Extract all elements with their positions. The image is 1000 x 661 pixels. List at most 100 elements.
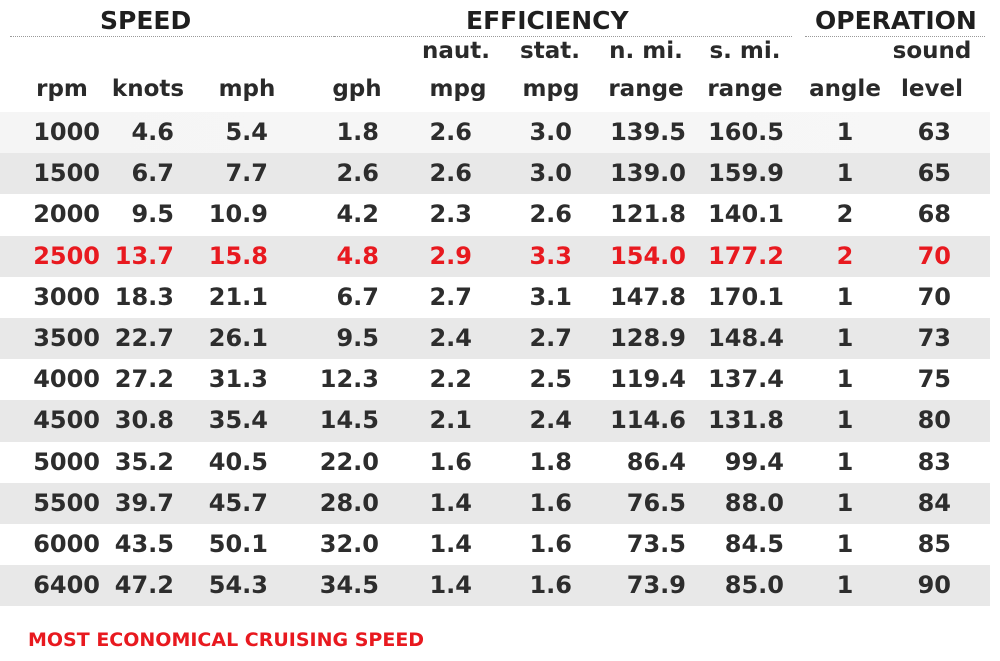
cell-sound-level: 70 — [917, 241, 951, 270]
cell-rpm: 3000 — [33, 282, 100, 311]
cell-angle: 1 — [836, 323, 854, 352]
cell-n-mi-range: 139.5 — [610, 118, 686, 146]
cell-naut-mpg: 1.6 — [429, 447, 472, 476]
cell-stat-mpg: 3.3 — [529, 241, 572, 270]
cell-n-mi-range: 139.0 — [610, 159, 686, 188]
cell-naut-mpg: 1.4 — [429, 529, 472, 558]
table-row: 3500 22.7 26.1 9.5 2.4 2.7 128.9 148.4 1 73 — [0, 317, 990, 360]
cell-rpm: 4500 — [33, 406, 100, 435]
efficiency-divider — [334, 36, 792, 37]
cell-mph: 45.7 — [208, 488, 268, 517]
cell-n-mi-range: 86.4 — [626, 447, 686, 476]
cell-naut-mpg: 2.7 — [429, 282, 472, 311]
cell-mph: 21.1 — [208, 282, 268, 311]
cell-sound-level: 65 — [917, 159, 951, 188]
cell-gph: 22.0 — [319, 447, 379, 476]
table-row: 2000 9.5 10.9 4.2 2.3 2.6 121.8 140.1 2 68 — [0, 194, 990, 235]
table-row: 4000 27.2 31.3 12.3 2.2 2.5 119.4 137.4 1 75 — [0, 359, 990, 400]
table-row: 4500 30.8 35.4 14.5 2.1 2.4 114.6 131.8 1 80 — [0, 400, 990, 442]
cell-s-mi-range: 88.0 — [724, 488, 784, 517]
cell-angle: 1 — [836, 282, 854, 311]
cell-gph: 9.5 — [336, 323, 379, 352]
cell-gph: 14.5 — [319, 406, 379, 435]
cell-s-mi-range: 99.4 — [724, 447, 784, 476]
cell-stat-mpg: 1.6 — [529, 571, 572, 600]
cell-knots: 35.2 — [114, 447, 174, 476]
cell-knots: 39.7 — [114, 488, 174, 517]
cell-n-mi-range: 119.4 — [610, 365, 686, 394]
table-row: 1000 4.6 5.4 1.8 2.6 3.0 139.5 160.5 1 63 — [0, 112, 990, 154]
cell-n-mi-range: 121.8 — [610, 200, 686, 229]
table-row: 2500 13.7 15.8 4.8 2.9 3.3 154.0 177.2 2 70 — [0, 235, 990, 277]
col-head-knots: knots — [111, 76, 185, 102]
cell-sound-level: 85 — [917, 529, 951, 558]
cell-knots: 30.8 — [114, 406, 174, 435]
col-head-rpm: rpm — [36, 76, 88, 102]
cell-knots: 43.5 — [114, 529, 174, 558]
col-head-mph: mph — [218, 76, 276, 102]
cell-rpm: 2500 — [33, 241, 100, 270]
cell-angle: 1 — [836, 118, 854, 146]
cell-angle: 1 — [836, 406, 854, 435]
cell-gph: 28.0 — [319, 488, 379, 517]
cell-knots: 13.7 — [114, 241, 174, 270]
cell-mph: 54.3 — [208, 571, 268, 600]
cell-s-mi-range: 85.0 — [724, 571, 784, 600]
group-header-efficiency: EFFICIENCY — [466, 6, 629, 35]
cell-stat-mpg: 3.0 — [529, 159, 572, 188]
cell-rpm: 5000 — [33, 447, 100, 476]
cell-naut-mpg: 2.1 — [429, 406, 472, 435]
cell-naut-mpg: 2.6 — [429, 118, 472, 146]
cell-angle: 2 — [836, 241, 854, 270]
col-head-nmi-top: n. mi. — [609, 38, 683, 64]
table-row: 3000 18.3 21.1 6.7 2.7 3.1 147.8 170.1 1 70 — [0, 277, 990, 318]
cell-n-mi-range: 73.9 — [626, 571, 686, 600]
cell-knots: 4.6 — [131, 118, 174, 146]
cell-sound-level: 80 — [917, 406, 951, 435]
col-head-stat-mpg: mpg — [522, 76, 580, 102]
cell-gph: 4.2 — [336, 200, 379, 229]
cell-rpm: 4000 — [33, 365, 100, 394]
cell-stat-mpg: 1.6 — [529, 529, 572, 558]
table-row: 6000 43.5 50.1 32.0 1.4 1.6 73.5 84.5 1 85 — [0, 524, 990, 565]
cell-mph: 35.4 — [208, 406, 268, 435]
cell-sound-level: 73 — [917, 323, 951, 352]
legend-economical-speed: MOST ECONOMICAL CRUISING SPEED — [28, 629, 425, 651]
cell-knots: 22.7 — [114, 323, 174, 352]
cell-s-mi-range: 148.4 — [708, 323, 784, 352]
cell-stat-mpg: 2.4 — [529, 406, 572, 435]
cell-sound-level: 63 — [917, 118, 951, 146]
col-head-angle: angle — [809, 76, 881, 102]
col-head-stat-top: stat. — [520, 38, 580, 64]
col-head-naut-top: naut. — [421, 38, 491, 64]
cell-knots: 9.5 — [131, 200, 174, 229]
cell-stat-mpg: 3.1 — [529, 282, 572, 311]
cell-angle: 1 — [836, 488, 854, 517]
cell-angle: 1 — [836, 571, 854, 600]
cell-s-mi-range: 159.9 — [708, 159, 784, 188]
col-head-smi-range: range — [707, 76, 783, 102]
cell-knots: 27.2 — [114, 365, 174, 394]
cell-rpm: 1500 — [33, 159, 100, 188]
cell-s-mi-range: 177.2 — [708, 241, 784, 270]
cell-rpm: 2000 — [33, 200, 100, 229]
cell-gph: 34.5 — [319, 571, 379, 600]
cell-sound-level: 70 — [917, 282, 951, 311]
cell-mph: 5.4 — [225, 118, 268, 146]
cell-naut-mpg: 2.9 — [429, 241, 472, 270]
cell-knots: 47.2 — [114, 571, 174, 600]
cell-n-mi-range: 114.6 — [610, 406, 686, 435]
cell-angle: 1 — [836, 447, 854, 476]
cell-stat-mpg: 1.8 — [529, 447, 572, 476]
performance-table: 1000 4.6 5.4 1.8 2.6 3.0 139.5 160.5 1 63 1500 6.7 7… — [0, 112, 990, 607]
cell-knots: 18.3 — [114, 282, 174, 311]
cell-n-mi-range: 76.5 — [626, 488, 686, 517]
cell-naut-mpg: 1.4 — [429, 488, 472, 517]
cell-gph: 32.0 — [319, 529, 379, 558]
table-row: 6400 47.2 54.3 34.5 1.4 1.6 73.9 85.0 1 90 — [0, 565, 990, 607]
table-row: 5000 35.2 40.5 22.0 1.6 1.8 86.4 99.4 1 83 — [0, 442, 990, 483]
cell-rpm: 3500 — [33, 323, 100, 352]
cell-angle: 1 — [836, 159, 854, 188]
cell-stat-mpg: 3.0 — [529, 118, 572, 146]
cell-naut-mpg: 2.3 — [429, 200, 472, 229]
